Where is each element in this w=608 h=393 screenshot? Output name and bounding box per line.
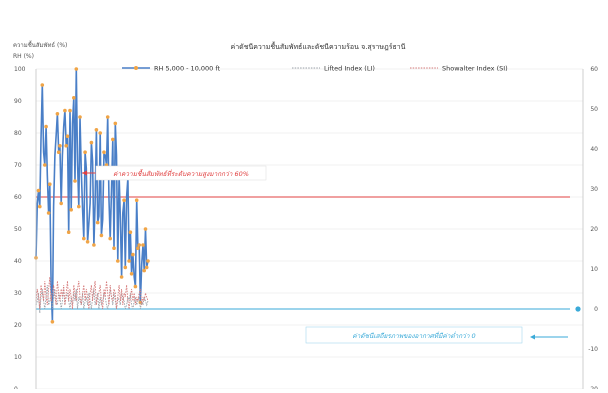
series-point [36,188,41,193]
series-point [131,252,135,257]
series-point [102,150,106,154]
right-axis-tick-label: 40 [590,146,598,153]
series-point [136,246,140,250]
series-point [78,115,82,119]
left-axis-tick-label: 80 [14,130,22,137]
series-point [123,265,128,270]
series-point [74,67,79,71]
series-point [113,121,118,126]
left-axis-tick-label: 30 [14,290,22,297]
series-point [128,230,133,234]
series-point [98,131,102,135]
legend: RH 5,000 - 10,000 ft Lifted Index (LI) Sho… [122,65,508,73]
series-point [50,320,55,324]
series-point [142,268,146,273]
series-line-2 [35,276,149,310]
right-axis-tick-label: 60 [590,66,598,73]
series-point [119,275,124,279]
left-axis-tick-label: 10 [14,354,22,361]
series-point [58,144,62,148]
series-point [112,246,116,250]
series-point [137,243,141,247]
series-point [44,124,48,129]
series-point [59,201,63,206]
series-point [129,272,134,276]
series-point [95,220,100,225]
series-point [40,83,45,87]
annotation-rh-box [95,165,267,181]
series-point [73,179,77,183]
series-point [111,137,115,142]
series-point [56,150,61,154]
series-point [38,204,42,209]
legend-label: RH 5,000 - 10,000 ft [154,65,221,73]
right-axis-tick-label: 30 [590,186,598,193]
series-point [48,182,52,186]
series-point [46,211,51,215]
series-point [144,265,149,270]
annotation-rh-text: ค่าความชื้นสัมพัทธ์ที่ระดับความสูงมากกว่… [113,169,249,178]
right-axis-tick-label: -10 [588,346,598,353]
series-point [68,108,72,113]
left-axis-tick-label: 50 [14,226,22,233]
left-axis-tick-label: 20 [14,322,22,329]
series-point [65,134,70,138]
annotation-stability-box [305,326,523,344]
right-axis-tick-label: 0 [594,306,598,313]
series-point [143,227,148,231]
series-point [63,108,67,113]
series-point [127,259,131,263]
series-point [43,163,47,167]
series-point [69,208,73,212]
annotation-rh: ค่าความชื้นสัมพัทธ์ที่ระดับความสูงมากกว่… [82,165,267,181]
series-point [82,236,86,241]
series-line-0 [35,68,149,322]
reference-line-marker [575,306,581,312]
left-axis-tick-label: 70 [14,162,22,169]
series-line-1 [35,284,149,314]
series-point [72,96,76,100]
left-axis-title: RH (%) [13,53,34,60]
right-axis-tick-label: 20 [590,226,598,233]
annotation-rh-arrowhead [82,170,87,176]
series-point [99,233,104,238]
series-point [122,198,126,202]
series-point [66,230,71,234]
series-point [77,204,81,209]
legend-label: Showalter Index (SI) [442,65,508,73]
axes: 0102030405060708090100-20-10010203040506… [14,66,598,393]
series-point [108,236,112,241]
series-point [105,115,110,119]
annotation-stability-text: ค่าดัชนีเสถียรภาพของอากาศที่มีค่าต่ำกว่า… [352,331,475,340]
left-axis-tick-label: 90 [14,98,22,105]
series-point [83,150,87,154]
left-axis-tick-label: 40 [14,258,22,265]
series-point [134,198,139,202]
right-axis-tick-label: 10 [590,266,598,273]
series-point [55,112,60,116]
left-axis-tick-label: 60 [14,194,22,201]
chart-title: ค่าดัชนีความชื้นสัมพัทธ์และดัชนีความร้อน… [231,40,406,51]
series-point [133,284,138,289]
right-axis-tick-label: 50 [590,106,598,113]
legend-label: Lifted Index (LI) [324,65,375,73]
series-point [85,240,90,244]
series-point [92,243,96,247]
series-point [89,140,94,145]
annotation-stability: ค่าดัชนีเสถียรภาพของอากาศที่มีค่าต่ำกว่า… [305,326,568,344]
series-point [146,259,150,263]
legend-swatch-marker [134,66,138,70]
annotation-stability-arrowhead [530,334,535,340]
corner-label: ความชื้นสัมพัทธ์ (%) [13,39,67,49]
series [34,67,150,324]
series-point [94,128,99,132]
series-point [141,243,145,247]
series-point [116,259,120,263]
series-point [64,144,68,148]
left-axis-tick-label: 100 [14,66,26,73]
